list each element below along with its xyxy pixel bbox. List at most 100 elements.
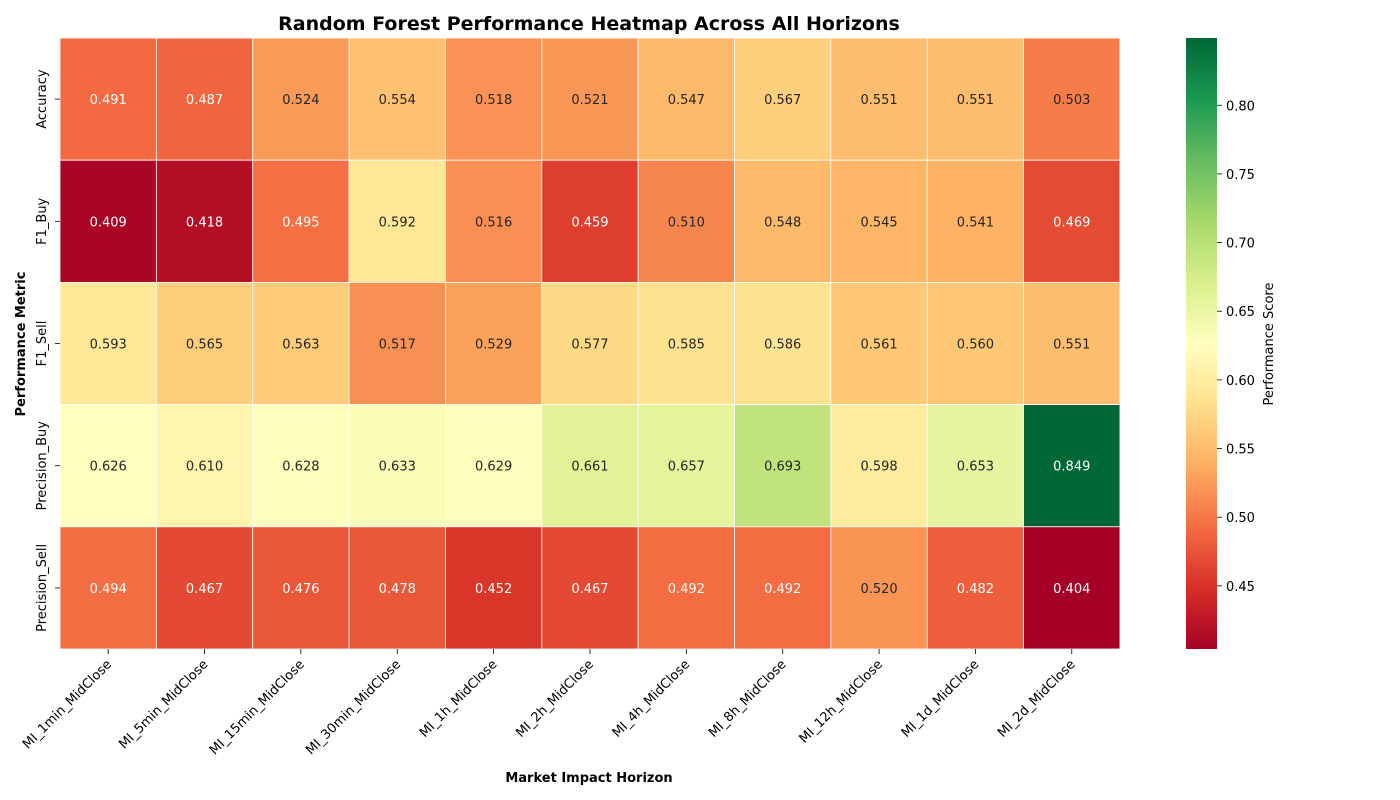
heatmap-cell xyxy=(1023,526,1121,650)
heatmap-cell xyxy=(1023,159,1121,283)
colorbar-tick-label: 0.65 xyxy=(1226,305,1255,320)
cell-value-label: 0.491 xyxy=(90,93,127,108)
heatmap-cell xyxy=(637,404,735,528)
x-axis-label: Market Impact Horizon xyxy=(505,771,672,786)
cell-value-label: 0.469 xyxy=(1053,215,1090,230)
colorbar-label: Performance Score xyxy=(1262,283,1277,406)
heatmap-cell xyxy=(59,159,157,283)
x-tick-label: MI_12h_MidClose xyxy=(797,657,886,746)
cell-value-label: 0.657 xyxy=(668,460,705,475)
heatmap-cell xyxy=(445,37,543,161)
colorbar: 0.45 0.50 0.55 0.60 0.65 0.70 0.75 0.80 xyxy=(1186,38,1255,649)
cell-value-label: 0.585 xyxy=(668,338,705,353)
heatmap-cell xyxy=(637,526,735,650)
cell-value-label: 0.467 xyxy=(186,582,223,597)
heatmap-cell xyxy=(830,404,928,528)
heatmap-cell xyxy=(541,159,639,283)
cell-value-label: 0.551 xyxy=(957,93,994,108)
cell-value-label: 0.482 xyxy=(957,582,994,597)
heatmap-cell xyxy=(59,281,157,405)
heatmap-cell xyxy=(445,404,543,528)
heatmap-cell xyxy=(637,281,735,405)
cell-value-label: 0.563 xyxy=(282,338,319,353)
x-axis-ticks: MI_1min_MidClose MI_5min_MidCloseMI_15min… xyxy=(20,649,1079,758)
cell-value-label: 0.592 xyxy=(379,215,416,230)
x-tick-label: MI_2h_MidClose xyxy=(513,657,596,740)
cell-value-label: 0.524 xyxy=(282,93,319,108)
cell-value-label: 0.418 xyxy=(186,215,223,230)
cell-value-label: 0.510 xyxy=(668,215,705,230)
heatmap-cell xyxy=(348,37,446,161)
cell-value-label: 0.518 xyxy=(475,93,512,108)
heatmap-cell xyxy=(348,159,446,283)
cell-value-label: 0.554 xyxy=(379,93,416,108)
cell-value-label: 0.610 xyxy=(186,460,223,475)
cell-value-label: 0.586 xyxy=(764,338,801,353)
cell-value-label: 0.577 xyxy=(571,338,608,353)
cell-value-label: 0.404 xyxy=(1053,582,1090,597)
heatmap-cell xyxy=(252,37,350,161)
colorbar-tick-label: 0.55 xyxy=(1226,443,1255,458)
cell-value-label: 0.561 xyxy=(860,338,897,353)
y-tick-label: Precision_Buy xyxy=(35,421,50,511)
cell-value-label: 0.467 xyxy=(571,582,608,597)
heatmap-cell xyxy=(445,526,543,650)
colorbar-tick-label: 0.45 xyxy=(1226,580,1255,595)
colorbar-tick-label: 0.50 xyxy=(1226,511,1255,526)
heatmap-cell xyxy=(734,159,832,283)
heatmap-cell xyxy=(1023,37,1121,161)
heatmap-cell xyxy=(926,526,1024,650)
heatmap-cell xyxy=(734,37,832,161)
cell-value-label: 0.492 xyxy=(764,582,801,597)
heatmap-cell xyxy=(830,526,928,650)
y-tick-label: F1_Buy xyxy=(35,197,50,244)
heatmap-cell xyxy=(926,159,1024,283)
x-tick-label: MI_30min_MidClose xyxy=(303,657,404,758)
cell-value-label: 0.565 xyxy=(186,338,223,353)
cell-value-label: 0.849 xyxy=(1053,460,1090,475)
colorbar-tick-label: 0.75 xyxy=(1226,168,1255,183)
cell-value-label: 0.547 xyxy=(668,93,705,108)
cell-value-label: 0.459 xyxy=(571,215,608,230)
y-axis-label: Performance Metric xyxy=(14,272,29,417)
cell-value-label: 0.495 xyxy=(282,215,319,230)
x-tick-label: MI_4h_MidClose xyxy=(610,657,693,740)
heatmap-cell xyxy=(155,37,254,161)
cell-value-label: 0.541 xyxy=(957,215,994,230)
y-tick-label: Accuracy xyxy=(35,69,50,129)
heatmap-cell xyxy=(445,159,543,283)
heatmap-cells: 0.491 0.487 0.524 0.554 0.518 0.521 0.547 0.567… xyxy=(59,37,1121,650)
heatmap-cell xyxy=(926,37,1024,161)
x-tick-label: MI_2d_MidClose xyxy=(995,657,1078,740)
cell-value-label: 0.551 xyxy=(860,93,897,108)
cell-value-label: 0.548 xyxy=(764,215,801,230)
x-tick-label: MI_15min_MidClose xyxy=(207,657,308,758)
cell-value-label: 0.661 xyxy=(571,460,608,475)
cell-value-label: 0.653 xyxy=(957,460,994,475)
chart-title: Random Forest Performance Heatmap Across… xyxy=(278,13,900,35)
cell-value-label: 0.409 xyxy=(90,215,127,230)
heatmap-cell xyxy=(830,281,928,405)
heatmap-cell xyxy=(252,404,350,528)
heatmap-cell xyxy=(155,159,254,283)
cell-value-label: 0.629 xyxy=(475,460,512,475)
y-axis-ticks: Accuracy F1_Buy F1_Sell Precision_Buy Precis… xyxy=(35,69,60,632)
x-tick-label: MI_1h_MidClose xyxy=(417,657,500,740)
cell-value-label: 0.567 xyxy=(764,93,801,108)
cell-value-label: 0.494 xyxy=(90,582,127,597)
heatmap-cell xyxy=(541,526,639,650)
heatmap-cell xyxy=(59,404,157,528)
cell-value-label: 0.476 xyxy=(282,582,319,597)
y-tick-label: Precision_Sell xyxy=(35,544,50,632)
x-tick-label: MI_8h_MidClose xyxy=(706,657,789,740)
heatmap-cell xyxy=(252,159,350,283)
cell-value-label: 0.487 xyxy=(186,93,223,108)
cell-value-label: 0.516 xyxy=(475,215,512,230)
cell-value-label: 0.560 xyxy=(957,338,994,353)
colorbar-tick-label: 0.70 xyxy=(1226,237,1255,252)
cell-value-label: 0.503 xyxy=(1053,93,1090,108)
heatmap-cell xyxy=(348,404,446,528)
cell-value-label: 0.521 xyxy=(571,93,608,108)
cell-value-label: 0.517 xyxy=(379,338,416,353)
